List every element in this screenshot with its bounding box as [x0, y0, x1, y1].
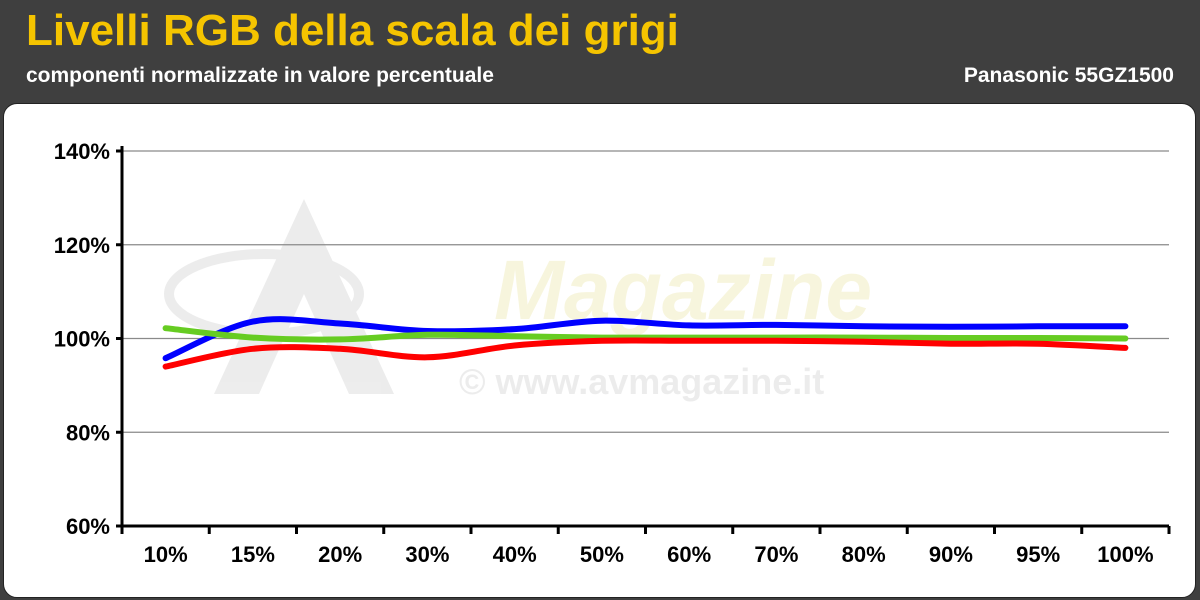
- x-tick-label: 40%: [493, 542, 537, 567]
- x-tick-label: 95%: [1016, 542, 1060, 567]
- x-tick-label: 20%: [318, 542, 362, 567]
- x-axis-tick-labels: 10% 15% 20% 30% 40% 50% 60% 70% 80% 90% 95% 100%: [144, 542, 1154, 567]
- x-tick-label: 15%: [231, 542, 275, 567]
- chart-panel: Magazine © www.avmagazine.it 60% 80% 100% 1…: [3, 103, 1196, 598]
- x-tick-label: 50%: [580, 542, 624, 567]
- x-tick-label: 90%: [929, 542, 973, 567]
- series-group: [162, 316, 1129, 370]
- y-tick-label: 80%: [66, 420, 110, 445]
- watermark: Magazine © www.avmagazine.it: [164, 199, 872, 402]
- watermark-url: © www.avmagazine.it: [459, 361, 824, 402]
- watermark-brand: Magazine: [494, 243, 872, 337]
- watermark-logo-icon: [214, 199, 394, 394]
- y-tick-label: 120%: [54, 233, 110, 258]
- line-chart: Magazine © www.avmagazine.it 60%80%100%1…: [54, 139, 1171, 567]
- x-tick-label: 100%: [1097, 542, 1153, 567]
- chart-subtitle: componenti normalizzate in valore percen…: [26, 64, 494, 87]
- blue-series-line: [162, 316, 1129, 362]
- chart-title: Livelli RGB della scala dei grigi: [26, 6, 679, 55]
- y-tick-label: 140%: [54, 139, 110, 164]
- x-tick-label: 80%: [842, 542, 886, 567]
- x-tick-label: 30%: [405, 542, 449, 567]
- x-tick-label: 10%: [144, 542, 188, 567]
- x-tick-label: 70%: [754, 542, 798, 567]
- x-tick-label: 60%: [667, 542, 711, 567]
- y-tick-label: 60%: [66, 514, 110, 539]
- chart-header: Livelli RGB della scala dei grigi compon…: [0, 0, 1200, 100]
- axes: [116, 146, 1171, 534]
- y-axis-tick-labels: 60% 80% 100% 120% 140%: [54, 139, 110, 539]
- red-series-line: [162, 337, 1129, 370]
- y-tick-label: 100%: [54, 327, 110, 352]
- device-model: Panasonic 55GZ1500: [963, 64, 1174, 87]
- watermark-swoosh-icon: [164, 249, 364, 339]
